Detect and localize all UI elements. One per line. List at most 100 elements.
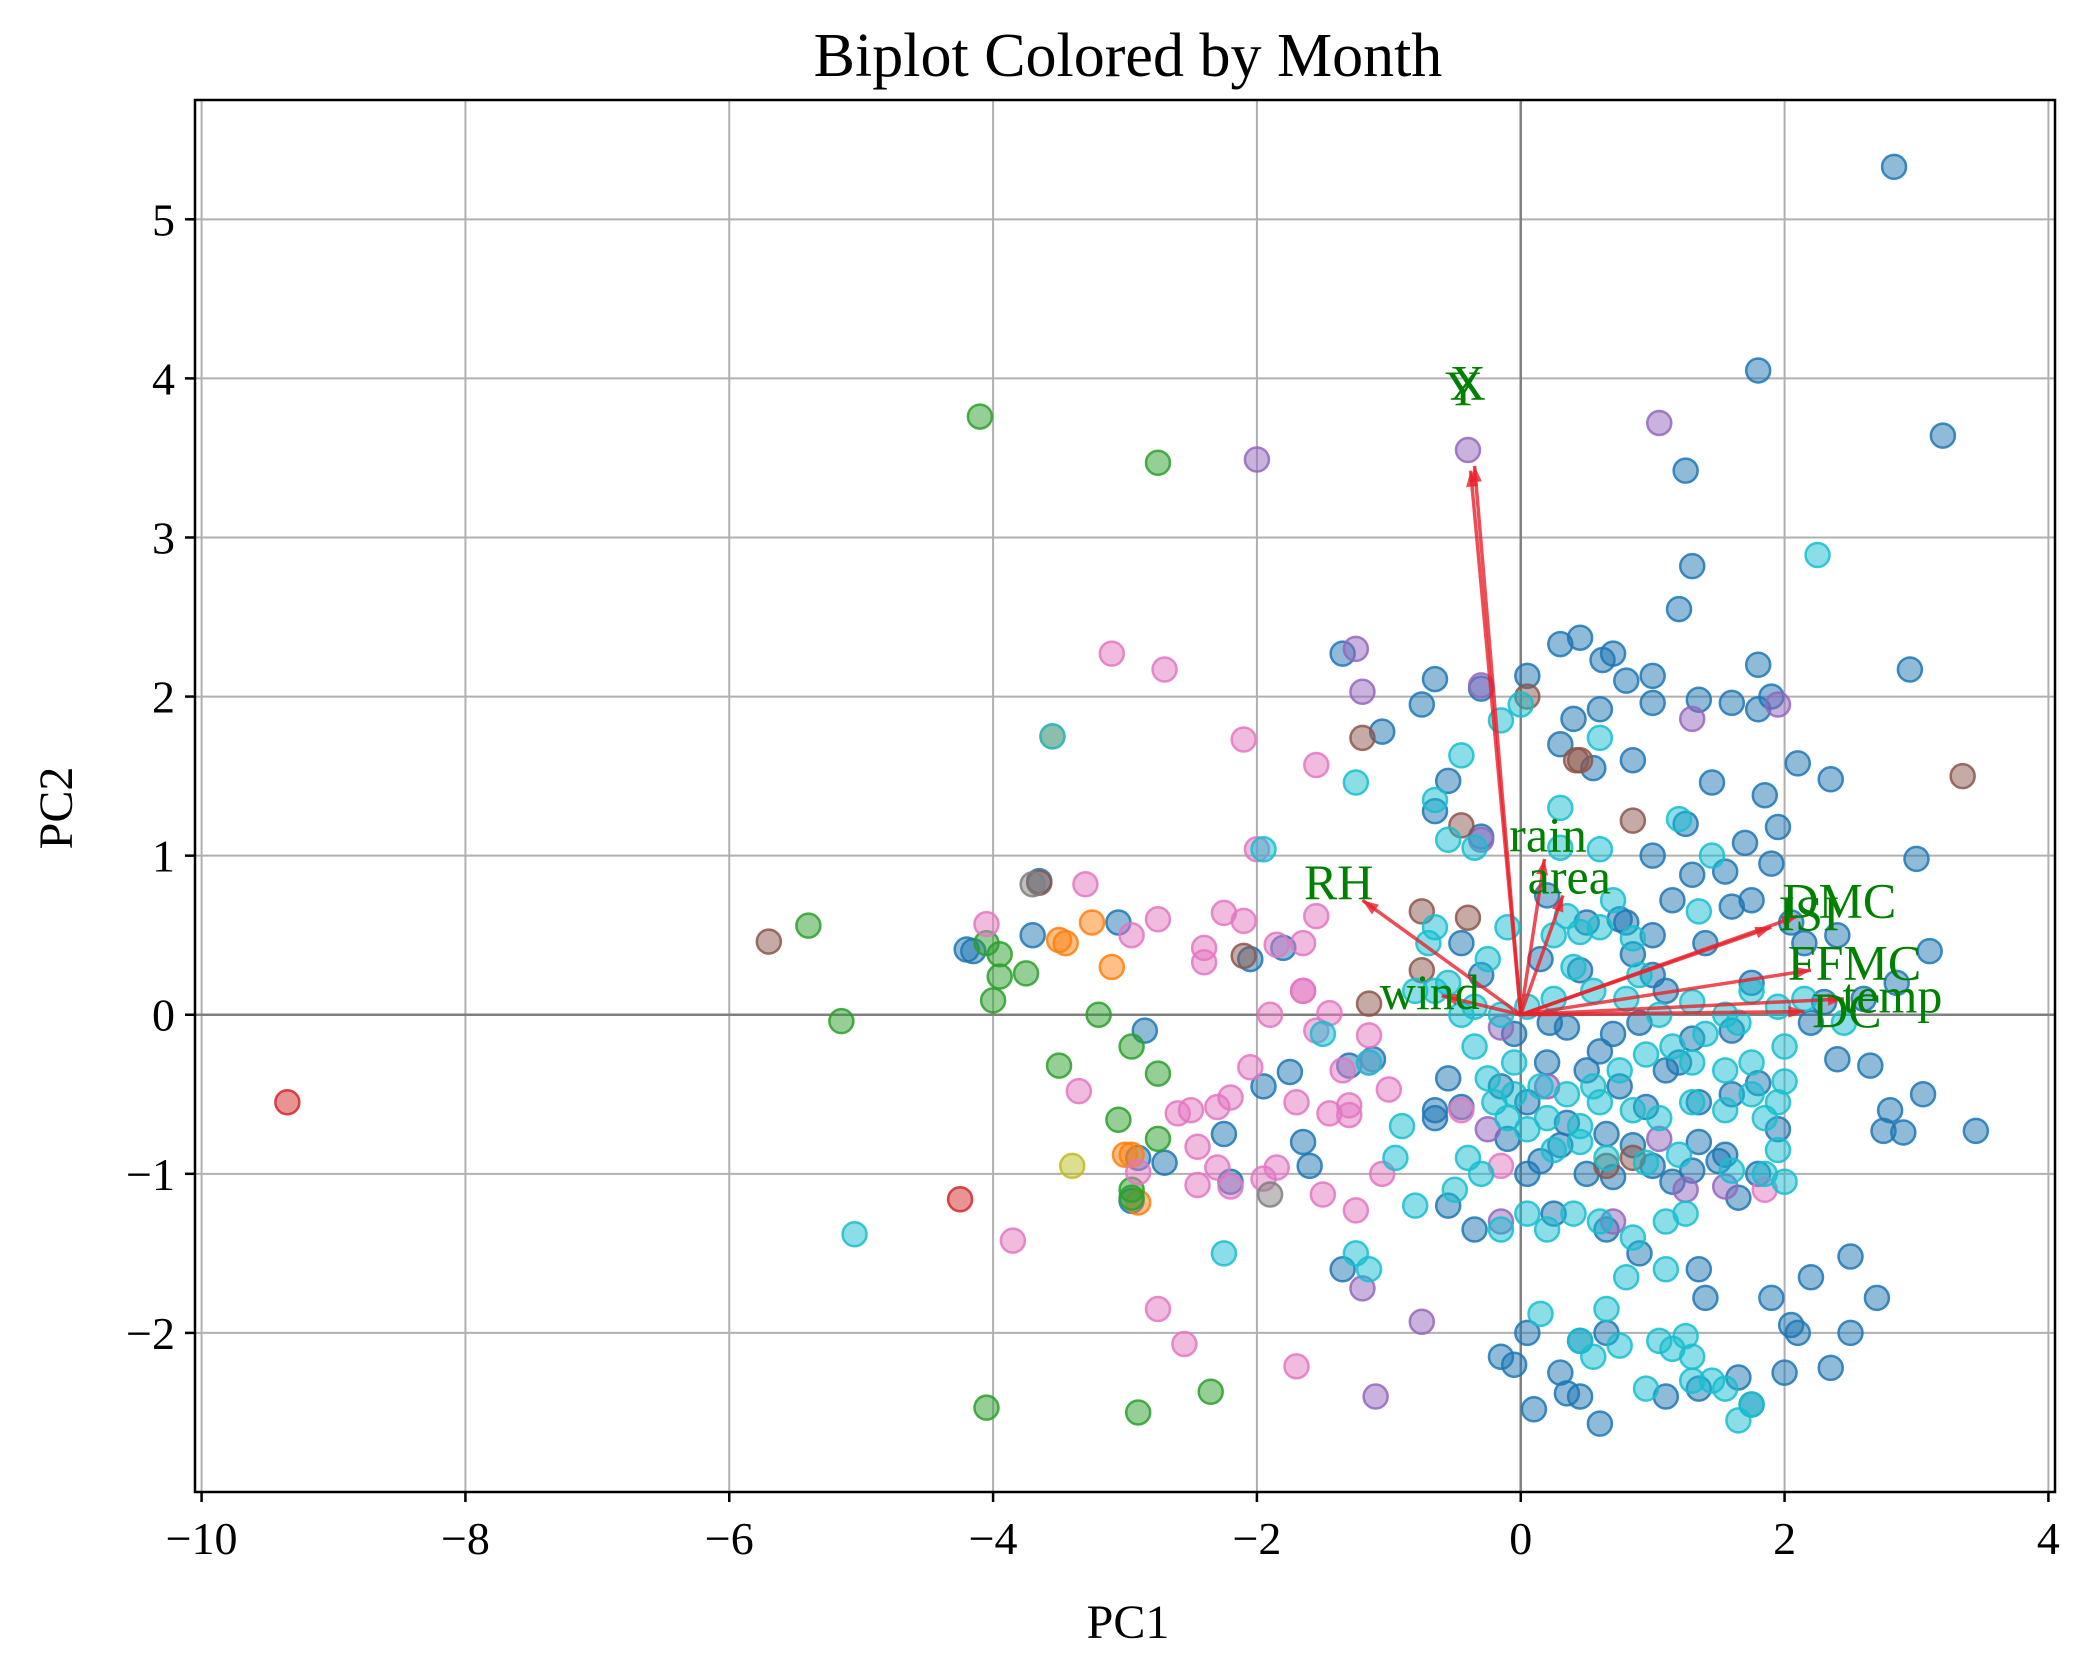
data-point bbox=[1454, 904, 1482, 931]
data-point bbox=[1474, 1116, 1502, 1143]
data-point bbox=[1738, 1049, 1765, 1076]
data-point bbox=[1118, 921, 1145, 949]
chart-title: Biplot Colored by Month bbox=[814, 22, 1443, 90]
data-point bbox=[1646, 409, 1673, 437]
data-point bbox=[1111, 1141, 1139, 1168]
data-point bbox=[1817, 1354, 1844, 1382]
data-point bbox=[1784, 1319, 1812, 1347]
data-point bbox=[1593, 1120, 1620, 1148]
data-point bbox=[1751, 1160, 1779, 1188]
y-tick-label: −1 bbox=[126, 1149, 175, 1200]
data-point bbox=[1375, 1076, 1403, 1103]
data-point bbox=[1329, 1057, 1356, 1084]
loading-label-temp: temp bbox=[1842, 967, 1942, 1023]
data-point bbox=[1599, 1020, 1627, 1048]
data-point bbox=[1164, 1100, 1192, 1127]
loading-arrowhead-dmc bbox=[1780, 915, 1798, 928]
data-point bbox=[973, 1394, 1000, 1421]
data-point bbox=[1665, 595, 1693, 623]
loading-label-x: X bbox=[1450, 355, 1486, 411]
data-point bbox=[1289, 1128, 1317, 1156]
data-point bbox=[1382, 1144, 1409, 1172]
data-point bbox=[1632, 1041, 1660, 1068]
data-point bbox=[1217, 1173, 1244, 1200]
data-point bbox=[1276, 1058, 1304, 1086]
data-point bbox=[1837, 1319, 1864, 1347]
data-point bbox=[1824, 921, 1851, 949]
data-point bbox=[1105, 1106, 1132, 1133]
data-point bbox=[1672, 1176, 1699, 1203]
data-point bbox=[1599, 886, 1627, 914]
data-point bbox=[1764, 993, 1792, 1021]
data-point bbox=[986, 963, 1013, 990]
data-point bbox=[1098, 640, 1126, 667]
data-point bbox=[1586, 696, 1614, 723]
data-point bbox=[1144, 906, 1172, 933]
data-point bbox=[1738, 977, 1765, 1005]
loading-arrowhead-temp bbox=[1827, 993, 1844, 1006]
data-point bbox=[1685, 1256, 1713, 1283]
data-point bbox=[1672, 1200, 1699, 1227]
data-point bbox=[1606, 1057, 1633, 1084]
data-point bbox=[1085, 1001, 1112, 1028]
data-point bbox=[1494, 913, 1521, 941]
x-tick-label: 2 bbox=[1773, 1513, 1796, 1564]
data-point bbox=[1355, 1049, 1383, 1076]
data-point bbox=[1837, 1243, 1864, 1270]
data-point bbox=[1718, 1157, 1746, 1184]
data-point bbox=[1619, 1224, 1647, 1251]
data-point bbox=[1349, 678, 1376, 706]
loading-arrow-rain bbox=[1519, 858, 1547, 1016]
data-point bbox=[1771, 1068, 1798, 1095]
data-point bbox=[1896, 656, 1924, 683]
data-point bbox=[1791, 929, 1818, 957]
data-point bbox=[1547, 834, 1574, 861]
data-point bbox=[1144, 1295, 1172, 1323]
data-point bbox=[1672, 457, 1699, 484]
data-point bbox=[1190, 934, 1218, 962]
loading-arrow-y bbox=[1468, 470, 1523, 1015]
data-point bbox=[1527, 1300, 1554, 1328]
scatter-points bbox=[274, 153, 1990, 1437]
data-point bbox=[1639, 662, 1666, 690]
y-tick-label: 3 bbox=[152, 512, 175, 563]
data-point bbox=[1500, 1049, 1528, 1076]
data-point bbox=[1415, 929, 1442, 957]
data-point bbox=[1560, 1200, 1587, 1227]
y-tick-label: 1 bbox=[152, 831, 175, 882]
data-point bbox=[1461, 834, 1488, 861]
data-point bbox=[1744, 651, 1772, 679]
data-point bbox=[1184, 1171, 1211, 1199]
data-point bbox=[1144, 1060, 1172, 1087]
data-point bbox=[1903, 845, 1930, 873]
data-point bbox=[1355, 990, 1383, 1017]
data-point bbox=[1401, 977, 1429, 1005]
data-point bbox=[1243, 446, 1271, 473]
data-point bbox=[1230, 907, 1257, 935]
data-point bbox=[1711, 1096, 1739, 1124]
data-point bbox=[1890, 1119, 1917, 1146]
data-point bbox=[1764, 1136, 1792, 1164]
data-point bbox=[1880, 153, 1908, 181]
data-point bbox=[1586, 836, 1614, 863]
data-point bbox=[1698, 769, 1726, 796]
data-point bbox=[1461, 1033, 1488, 1060]
data-point bbox=[1283, 1353, 1310, 1380]
data-point bbox=[1481, 1088, 1508, 1116]
data-point bbox=[1309, 1181, 1337, 1208]
data-point bbox=[1052, 929, 1079, 957]
data-point bbox=[1171, 1330, 1198, 1358]
y-tick-label: 2 bbox=[152, 672, 175, 723]
data-point bbox=[1184, 1133, 1211, 1161]
data-point bbox=[1632, 1149, 1660, 1176]
data-point bbox=[1586, 1088, 1614, 1116]
data-point bbox=[1256, 1001, 1284, 1028]
data-point bbox=[1678, 1088, 1706, 1116]
data-point bbox=[1632, 1375, 1660, 1402]
loading-arrowhead-rain bbox=[1536, 858, 1549, 876]
loading-label-wind: wind bbox=[1380, 964, 1480, 1020]
data-point bbox=[1758, 1284, 1785, 1312]
data-point bbox=[1065, 1077, 1093, 1105]
data-point bbox=[1507, 691, 1534, 718]
data-point bbox=[1652, 1256, 1680, 1283]
